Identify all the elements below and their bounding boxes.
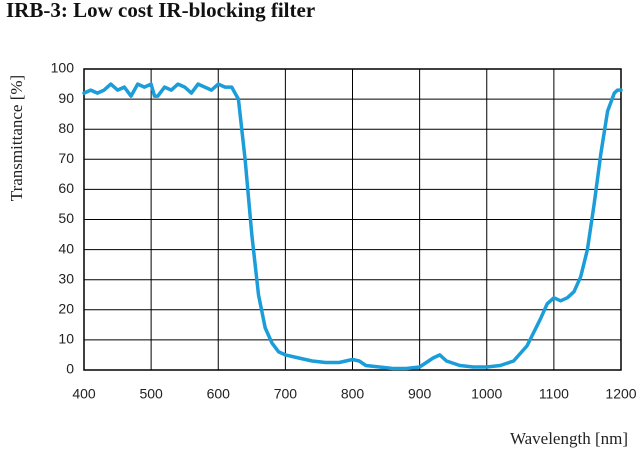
y-tick-label: 80 [58,120,74,136]
chart-title: IRB-3: Low cost IR-blocking filter [6,0,315,22]
y-tick-label: 70 [58,150,74,166]
y-tick-label: 50 [58,210,74,226]
y-tick-label: 100 [51,60,75,76]
y-tick-label: 90 [58,90,74,106]
x-axis-label: Wavelength [nm] [510,429,628,448]
y-tick-label: 40 [58,240,74,256]
y-tick-label: 30 [58,270,74,286]
y-tick-label: 60 [58,180,74,196]
x-tick-label: 600 [207,386,231,402]
y-tick-label: 0 [66,361,74,377]
y-tick-label: 20 [58,301,74,317]
x-tick-label: 900 [408,386,432,402]
plot-frame [83,68,622,371]
x-tick-label: 1200 [605,386,636,402]
x-tick-label: 500 [139,386,163,402]
x-tick-label: 800 [341,386,365,402]
x-tick-label: 1100 [539,386,569,402]
y-axis-label: Transmittance [%] [7,75,26,201]
series-line [82,82,623,371]
x-tick-label: 1000 [471,386,502,402]
x-tick-label: 400 [72,386,96,402]
x-tick-label: 700 [274,386,298,402]
y-tick-label: 10 [58,331,74,347]
